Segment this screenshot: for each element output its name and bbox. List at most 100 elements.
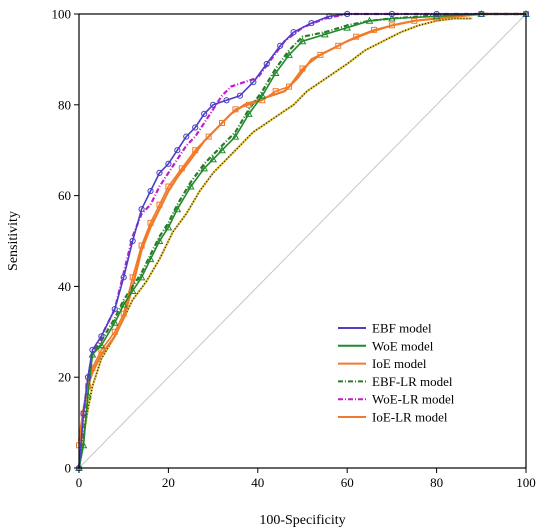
data-point [290, 29, 297, 36]
data-point [165, 160, 172, 167]
data-point [245, 101, 252, 108]
legend-item: EBF-LR model [338, 374, 453, 389]
plot-frame [78, 13, 527, 469]
legend-item: EBF model [338, 321, 432, 336]
data-point [183, 133, 190, 140]
x-tick-label: 60 [341, 475, 354, 490]
data-point [164, 223, 173, 231]
y-tick-label: 60 [58, 188, 71, 203]
legend-item: IoE-LR model [338, 410, 448, 425]
data-point [89, 346, 96, 354]
legend-label: WoE-LR model [372, 392, 455, 407]
y-axis-title: Sensitivity [6, 211, 21, 271]
data-point [218, 146, 226, 154]
data-point [129, 237, 136, 245]
data-point [232, 106, 239, 113]
series-layer [75, 9, 530, 472]
y-tick-label: 80 [58, 97, 71, 112]
x-tick-label: 100 [516, 475, 536, 490]
data-point [186, 182, 195, 190]
data-point [138, 206, 145, 213]
legend-item: WoE model [338, 338, 434, 353]
data-point [285, 50, 293, 58]
reference-diagonal-line [78, 13, 527, 469]
legend-label: EBF-LR model [372, 374, 453, 389]
data-point [173, 205, 182, 213]
data-point [201, 110, 208, 117]
data-point [223, 97, 230, 104]
legend-label: EBF model [372, 321, 432, 336]
data-point [371, 26, 378, 33]
series-ebf-model [75, 10, 530, 472]
data-point [97, 341, 106, 349]
data-point [343, 23, 352, 31]
series-line [78, 13, 526, 469]
data-point [299, 65, 306, 72]
data-point [411, 17, 418, 24]
data-point [120, 310, 127, 317]
data-point [308, 19, 315, 27]
data-point [165, 183, 172, 190]
y-tick-label: 0 [65, 461, 72, 476]
data-point [128, 286, 137, 294]
legend-label: IoE model [372, 356, 427, 371]
data-point [250, 79, 257, 86]
data-point [219, 119, 226, 126]
data-point [137, 273, 146, 281]
data-point [156, 169, 163, 176]
x-tick-label: 0 [76, 475, 83, 490]
data-point [119, 300, 128, 308]
data-point [129, 274, 136, 281]
data-point [317, 51, 324, 58]
data-point [353, 33, 360, 40]
series-woe-lr-model [77, 12, 526, 469]
legend-item: WoE-LR model [338, 392, 455, 407]
plot-area [75, 9, 530, 472]
data-point [263, 60, 270, 68]
data-point [286, 83, 293, 90]
data-point [231, 132, 240, 140]
data-point [388, 22, 395, 29]
data-point [111, 306, 118, 313]
data-point [271, 68, 280, 77]
legend-label: IoE-LR model [372, 410, 448, 425]
series-ioe-lr-model [77, 12, 526, 441]
data-point [98, 333, 105, 340]
data-point [236, 92, 244, 99]
data-point [84, 374, 92, 381]
data-point [146, 255, 155, 263]
data-point [277, 42, 284, 49]
data-point [272, 88, 279, 95]
y-tick-label: 40 [58, 279, 71, 294]
data-point [245, 109, 253, 117]
data-point [110, 318, 119, 326]
series-line [77, 12, 526, 469]
x-axis-title: 100-Specificity [259, 513, 345, 528]
legend-label: WoE model [372, 338, 434, 353]
series-line [77, 12, 526, 441]
x-axis: 0 20 40 60 80 100 [76, 468, 536, 490]
series-line [78, 13, 526, 446]
x-tick-label: 20 [162, 475, 175, 490]
data-point [147, 219, 154, 226]
data-point [335, 42, 342, 49]
data-point [178, 165, 185, 172]
data-point [210, 101, 217, 108]
series-ioe-model [76, 11, 529, 449]
data-point [156, 201, 163, 208]
series-ebf-lr-model [77, 12, 526, 469]
series-line [77, 12, 526, 469]
data-point [120, 274, 127, 281]
data-point [192, 147, 199, 154]
y-axis: 0 20 40 60 80 100 [52, 7, 79, 476]
data-point [365, 16, 374, 24]
data-point [258, 91, 267, 99]
data-point [155, 236, 164, 244]
data-point [111, 328, 118, 335]
data-point [205, 133, 212, 140]
legend-item: IoE model [338, 356, 427, 371]
data-point [79, 441, 88, 449]
data-point [147, 187, 154, 195]
legend: EBF model WoE model IoE model EBF-LR model W… [338, 321, 455, 425]
y-tick-label: 100 [52, 7, 72, 22]
